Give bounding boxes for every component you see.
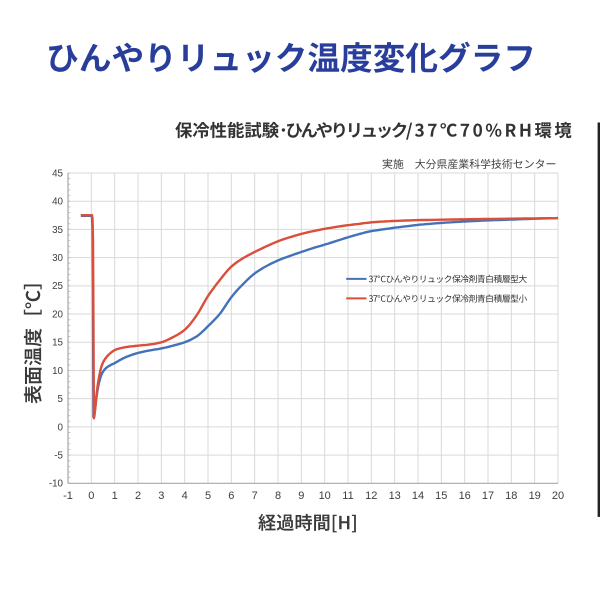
svg-text:1: 1 (112, 490, 118, 502)
svg-text:5: 5 (205, 490, 211, 502)
svg-text:8: 8 (275, 490, 281, 502)
svg-text:-10: -10 (49, 479, 64, 490)
svg-text:2: 2 (135, 490, 141, 502)
svg-text:25: 25 (52, 281, 63, 292)
svg-text:10: 10 (52, 366, 63, 377)
svg-text:16: 16 (459, 490, 471, 502)
svg-text:11: 11 (342, 490, 353, 502)
svg-text:45: 45 (52, 168, 63, 179)
svg-text:5: 5 (58, 394, 64, 405)
svg-text:19: 19 (529, 490, 541, 502)
svg-text:40: 40 (52, 197, 63, 208)
svg-text:35: 35 (52, 225, 63, 236)
svg-text:15: 15 (435, 490, 447, 502)
svg-text:7: 7 (252, 490, 258, 502)
svg-text:18: 18 (505, 490, 517, 502)
svg-text:4: 4 (182, 490, 188, 502)
svg-text:0: 0 (58, 422, 64, 433)
svg-text:-1: -1 (63, 490, 73, 502)
svg-text:9: 9 (298, 490, 304, 502)
svg-text:12: 12 (365, 490, 377, 502)
svg-text:15: 15 (52, 338, 63, 349)
svg-text:13: 13 (389, 490, 401, 502)
svg-text:20: 20 (552, 490, 564, 502)
svg-text:14: 14 (412, 490, 424, 502)
svg-text:10: 10 (319, 490, 331, 502)
svg-text:3: 3 (158, 490, 164, 502)
svg-text:20: 20 (52, 309, 63, 320)
svg-text:6: 6 (228, 490, 234, 502)
svg-text:30: 30 (52, 253, 63, 264)
svg-text:0: 0 (88, 490, 94, 502)
svg-text:17: 17 (482, 490, 494, 502)
svg-text:-5: -5 (54, 451, 63, 462)
